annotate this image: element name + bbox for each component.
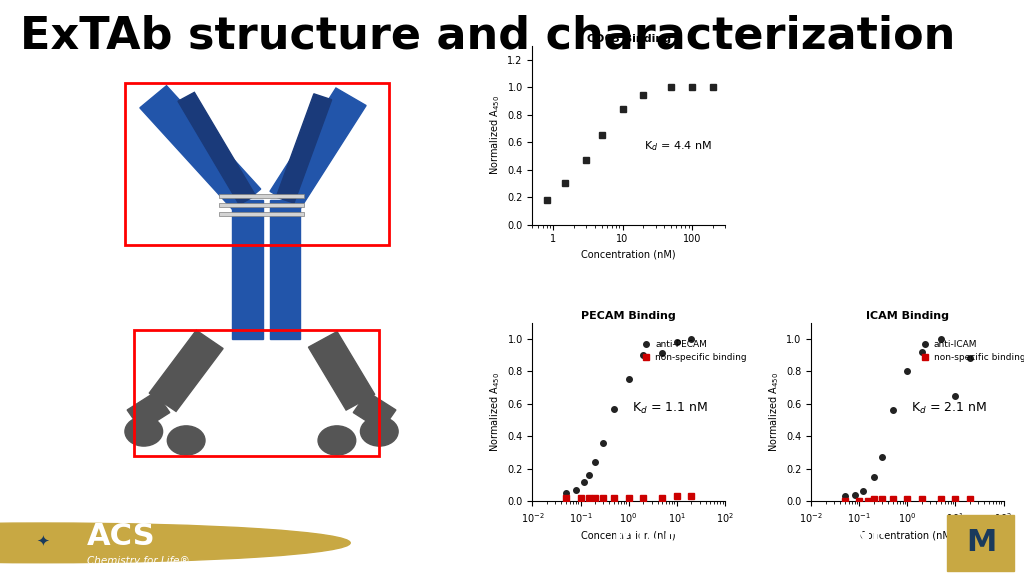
Polygon shape: [232, 200, 263, 339]
Ellipse shape: [125, 417, 163, 446]
anti-PECAM: [637, 352, 649, 359]
non-specific binding: [949, 496, 962, 503]
X-axis label: Concentration (nM): Concentration (nM): [582, 530, 676, 540]
Legend: anti-PECAM, non-specific binding: anti-PECAM, non-specific binding: [637, 336, 751, 366]
anti-PECAM: [671, 339, 683, 346]
anti-ICAM: [935, 335, 947, 342]
non-specific binding: [656, 494, 669, 501]
Ellipse shape: [318, 426, 355, 455]
Bar: [219, 212, 304, 216]
anti-ICAM: [949, 392, 962, 399]
Polygon shape: [353, 392, 396, 430]
Bar: [125, 84, 389, 245]
Title: ICAM Binding: ICAM Binding: [866, 310, 949, 320]
Text: K$_d$ = 1.1 nM: K$_d$ = 1.1 nM: [633, 401, 709, 416]
Ellipse shape: [167, 426, 205, 455]
Bar: [219, 194, 304, 198]
anti-PECAM: [597, 439, 609, 446]
anti-PECAM: [623, 376, 635, 383]
Bar: [219, 203, 304, 207]
Line: anti-PECAM: anti-PECAM: [563, 336, 694, 496]
non-specific binding: [608, 494, 621, 501]
Polygon shape: [178, 92, 256, 204]
non-specific binding: [574, 494, 587, 501]
Line: anti-ICAM: anti-ICAM: [842, 336, 973, 499]
Polygon shape: [308, 332, 375, 410]
anti-ICAM: [867, 473, 880, 480]
anti-ICAM: [915, 348, 928, 355]
FancyBboxPatch shape: [947, 515, 1014, 571]
non-specific binding: [583, 494, 595, 501]
Text: UNIVERSITY OF MICHIGAN: UNIVERSITY OF MICHIGAN: [614, 553, 767, 566]
Y-axis label: Normalized A$_{450}$: Normalized A$_{450}$: [767, 372, 780, 452]
Polygon shape: [140, 86, 261, 211]
anti-PECAM: [589, 458, 601, 465]
non-specific binding: [901, 496, 913, 503]
non-specific binding: [671, 493, 683, 500]
anti-PECAM: [656, 350, 669, 357]
non-specific binding: [853, 498, 865, 505]
anti-ICAM: [849, 491, 861, 498]
Title: CD63 Binding: CD63 Binding: [587, 34, 671, 44]
anti-PECAM: [583, 472, 595, 479]
non-specific binding: [887, 496, 899, 503]
Ellipse shape: [360, 417, 398, 446]
Text: K$_d$ = 4.4 nM: K$_d$ = 4.4 nM: [644, 139, 712, 153]
non-specific binding: [867, 496, 880, 503]
Line: non-specific binding: non-specific binding: [563, 494, 694, 501]
non-specific binding: [964, 496, 976, 503]
Polygon shape: [276, 94, 332, 203]
Y-axis label: Normalized A$_{450}$: Normalized A$_{450}$: [488, 372, 502, 452]
non-specific binding: [589, 494, 601, 501]
Text: MICHIGAN MEDICINE: MICHIGAN MEDICINE: [614, 523, 888, 547]
Text: Chemistry for Life®: Chemistry for Life®: [87, 556, 189, 566]
anti-PECAM: [685, 335, 697, 342]
Text: ACS: ACS: [87, 522, 156, 551]
Title: PECAM Binding: PECAM Binding: [582, 310, 676, 320]
anti-ICAM: [887, 407, 899, 414]
anti-PECAM: [579, 478, 591, 485]
non-specific binding: [623, 494, 635, 501]
Text: ExTAb structure and characterization: ExTAb structure and characterization: [20, 14, 955, 58]
Circle shape: [0, 523, 350, 563]
Text: M: M: [966, 528, 996, 558]
Line: non-specific binding: non-specific binding: [842, 497, 973, 504]
anti-ICAM: [857, 488, 869, 495]
non-specific binding: [915, 496, 928, 503]
X-axis label: Concentration (nM): Concentration (nM): [860, 530, 954, 540]
Legend: anti-ICAM, non-specific binding: anti-ICAM, non-specific binding: [915, 336, 1024, 366]
non-specific binding: [685, 493, 697, 500]
Y-axis label: Normalized A$_{450}$: Normalized A$_{450}$: [488, 96, 502, 175]
non-specific binding: [877, 496, 889, 503]
non-specific binding: [637, 494, 649, 501]
anti-ICAM: [964, 355, 976, 362]
Text: ✦: ✦: [37, 534, 49, 549]
non-specific binding: [935, 496, 947, 503]
Polygon shape: [270, 88, 367, 209]
Text: K$_d$ = 2.1 nM: K$_d$ = 2.1 nM: [911, 401, 987, 416]
non-specific binding: [839, 498, 851, 505]
anti-PECAM: [569, 486, 582, 493]
Polygon shape: [127, 392, 170, 430]
anti-PECAM: [608, 405, 621, 412]
non-specific binding: [597, 494, 609, 501]
anti-ICAM: [839, 493, 851, 500]
anti-ICAM: [901, 368, 913, 375]
anti-ICAM: [877, 454, 889, 461]
non-specific binding: [560, 494, 572, 501]
anti-PECAM: [560, 490, 572, 497]
Polygon shape: [150, 330, 223, 411]
Bar: [134, 331, 379, 456]
non-specific binding: [861, 498, 873, 505]
X-axis label: Concentration (nM): Concentration (nM): [582, 250, 676, 260]
Polygon shape: [269, 200, 300, 339]
